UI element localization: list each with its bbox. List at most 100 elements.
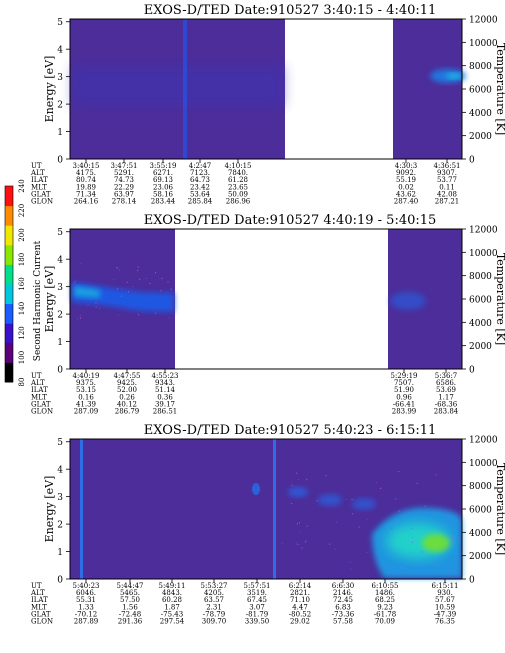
noise-speckle bbox=[349, 568, 351, 570]
ephemeris-row-label: GLAT bbox=[31, 400, 51, 408]
noise-speckle bbox=[118, 269, 120, 271]
noise-speckle bbox=[128, 291, 130, 293]
panel-1-ylabel: Energy [eV] bbox=[43, 56, 56, 123]
noise-speckle bbox=[90, 287, 92, 289]
panel-3-ylabel: Energy [eV] bbox=[43, 476, 56, 543]
ephemeris-value: 5291. bbox=[114, 169, 134, 177]
y2-tick-label: 4000 bbox=[469, 529, 492, 539]
ephemeris-value: 283.44 bbox=[151, 198, 176, 206]
ephemeris-value: 6271. bbox=[153, 169, 173, 177]
ephemeris-value: 4843. bbox=[162, 589, 182, 597]
noise-speckle bbox=[291, 484, 293, 486]
colorbar-cell bbox=[5, 264, 13, 285]
ephemeris-value: 67.45 bbox=[247, 596, 267, 604]
ephemeris-row-label: GLON bbox=[31, 198, 53, 206]
ephemeris-value: 4:47:55 bbox=[114, 372, 141, 380]
ephemeris-value: 9.23 bbox=[377, 603, 393, 611]
panel-2-spectrogram bbox=[69, 228, 463, 370]
ephemeris-value: 9343. bbox=[155, 379, 175, 387]
colorbar-tick-label: 80 bbox=[18, 378, 26, 387]
ephemeris-value: 5:57:51 bbox=[244, 582, 271, 590]
y2-tick-label: 8000 bbox=[469, 62, 492, 72]
ephemeris-value: 70.09 bbox=[375, 618, 395, 626]
y2-tick-label: 0 bbox=[469, 576, 475, 586]
colorbar-cell bbox=[5, 362, 13, 383]
panel-1-lowband bbox=[72, 66, 284, 106]
ephemeris-value: 283.84 bbox=[434, 408, 459, 416]
noise-speckle bbox=[281, 542, 283, 544]
noise-speckle bbox=[401, 567, 403, 569]
panel-1-stripe bbox=[183, 19, 187, 159]
noise-speckle bbox=[298, 478, 300, 480]
ephemeris-row-label: ALT bbox=[30, 169, 45, 177]
ephemeris-value: 6.83 bbox=[335, 603, 351, 611]
panel-1-y-axis: 0 1 2 3 4 5 bbox=[57, 18, 70, 166]
ephemeris-row-label: ILAT bbox=[31, 596, 48, 604]
noise-speckle bbox=[316, 500, 318, 502]
y2-tick-label: 2000 bbox=[469, 552, 492, 562]
ephemeris-row-label: ILAT bbox=[31, 176, 48, 184]
noise-speckle bbox=[380, 487, 382, 489]
ephemeris-value: 283.99 bbox=[392, 408, 417, 416]
ephemeris-value: 41.39 bbox=[76, 400, 96, 408]
ephemeris-value: 291.36 bbox=[118, 618, 143, 626]
y2-tick-label: 6000 bbox=[469, 506, 492, 516]
ephemeris-value: 53.69 bbox=[436, 386, 456, 394]
ephemeris-value: 22.29 bbox=[114, 183, 134, 191]
ephemeris-value: 23.42 bbox=[190, 183, 210, 191]
colorbar-frame bbox=[4, 185, 14, 383]
ephemeris-value: 7123. bbox=[190, 169, 210, 177]
ephemeris-value: 2821. bbox=[290, 589, 310, 597]
noise-speckle bbox=[121, 295, 123, 297]
panel-2-band bbox=[72, 282, 174, 312]
noise-speckle bbox=[168, 317, 170, 319]
noise-speckle bbox=[329, 543, 331, 545]
ephemeris-row-label: MLT bbox=[31, 393, 47, 401]
colorbar-cell bbox=[5, 244, 13, 265]
noise-speckle bbox=[349, 561, 351, 563]
y-tick-label: 1 bbox=[57, 548, 63, 558]
noise-speckle bbox=[296, 543, 298, 545]
noise-speckle bbox=[95, 302, 97, 304]
ephemeris-value: 9307. bbox=[437, 169, 457, 177]
ephemeris-value: 4:40:19 bbox=[73, 372, 100, 380]
ephemeris-value: 3519. bbox=[247, 589, 267, 597]
y2-tick-label: 6000 bbox=[469, 86, 492, 96]
panel-1: EXOS-D/TED Date:910527 3:40:15 - 4:40:11… bbox=[30, 3, 505, 206]
panel-3-stripe-a bbox=[80, 439, 83, 579]
noise-speckle bbox=[438, 564, 440, 566]
ephemeris-value: 287.40 bbox=[394, 198, 419, 206]
panel-3-blob-b bbox=[288, 487, 308, 497]
y-tick-label: 5 bbox=[57, 228, 63, 238]
ephemeris-value: 51.14 bbox=[155, 386, 176, 394]
colorbar-cell bbox=[5, 323, 13, 344]
noise-speckle bbox=[334, 548, 336, 550]
noise-speckle bbox=[170, 288, 172, 290]
noise-speckle bbox=[435, 474, 437, 476]
ephemeris-value: 64.73 bbox=[190, 176, 210, 184]
colorbar-cell bbox=[5, 205, 13, 226]
ephemeris-row-label: GLAT bbox=[31, 610, 51, 618]
noise-speckle bbox=[411, 537, 413, 539]
panel-3-title: EXOS-D/TED Date:910527 5:40:23 - 6:15:11 bbox=[144, 423, 437, 438]
noise-speckle bbox=[99, 307, 101, 309]
ephemeris-value: -47.39 bbox=[434, 610, 456, 618]
ephemeris-value: 63.97 bbox=[114, 190, 134, 198]
ephemeris-value: 39.17 bbox=[155, 400, 175, 408]
noise-speckle bbox=[126, 281, 128, 283]
ephemeris-value: 0.36 bbox=[157, 393, 173, 401]
ephemeris-value: -68.36 bbox=[435, 400, 458, 408]
y2-tick-label: 10000 bbox=[469, 249, 498, 259]
ephemeris-value: 309.70 bbox=[202, 618, 227, 626]
ephemeris-value: 1.87 bbox=[164, 603, 180, 611]
noise-speckle bbox=[398, 510, 400, 512]
y2-tick-label: 0 bbox=[469, 366, 475, 376]
colorbar-label: Second Harmonic Current bbox=[33, 240, 43, 361]
y2-tick-label: 12000 bbox=[469, 16, 498, 26]
ephemeris-value: 9425. bbox=[117, 379, 137, 387]
noise-speckle bbox=[395, 498, 397, 500]
ephemeris-value: 40.12 bbox=[117, 400, 137, 408]
ephemeris-value: 285.84 bbox=[188, 198, 213, 206]
